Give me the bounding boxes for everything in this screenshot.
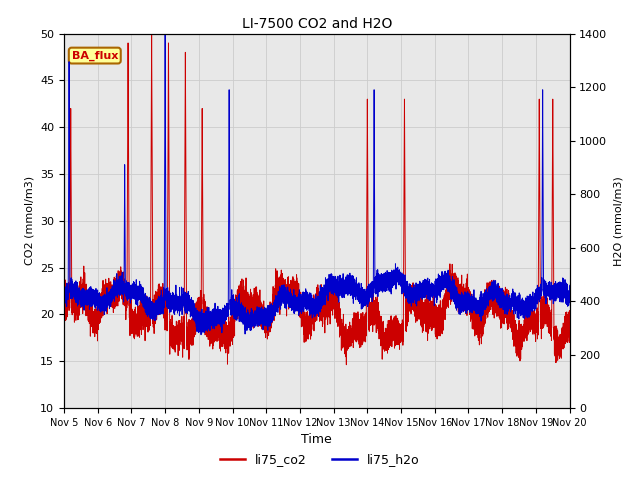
Legend: li75_co2, li75_h2o: li75_co2, li75_h2o <box>215 448 425 471</box>
Title: LI-7500 CO2 and H2O: LI-7500 CO2 and H2O <box>242 17 392 31</box>
Y-axis label: CO2 (mmol/m3): CO2 (mmol/m3) <box>24 176 35 265</box>
Y-axis label: H2O (mmol/m3): H2O (mmol/m3) <box>613 176 623 265</box>
X-axis label: Time: Time <box>301 433 332 446</box>
Text: BA_flux: BA_flux <box>72 50 118 60</box>
